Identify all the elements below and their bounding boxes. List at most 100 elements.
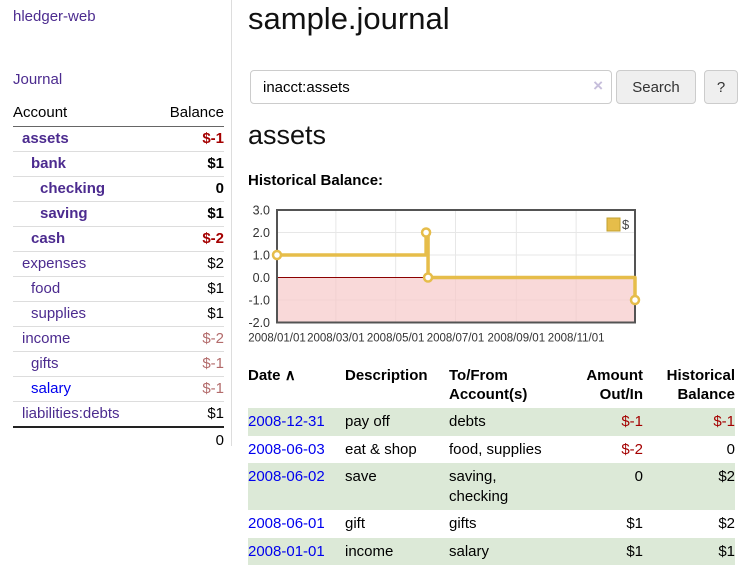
- transaction-accounts: food, supplies: [449, 436, 560, 464]
- account-balance: $-1: [153, 127, 224, 152]
- account-balance: $-1: [153, 377, 224, 402]
- search-input[interactable]: [250, 70, 612, 104]
- accounts-table-header-row: Account Balance: [13, 101, 224, 127]
- account-row-saving: saving $1: [13, 202, 224, 227]
- transaction-date-link[interactable]: 2008-06-02: [248, 468, 325, 485]
- account-balance: $1: [153, 152, 224, 177]
- transaction-description: gift: [345, 510, 449, 538]
- account-link-bank[interactable]: bank: [31, 155, 66, 172]
- account-link-checking[interactable]: checking: [40, 180, 105, 197]
- account-row-salary: salary $-1: [13, 377, 224, 402]
- transaction-amount: $1: [560, 510, 643, 538]
- transaction-description: eat & shop: [345, 436, 449, 464]
- sidebar: hledger-web Journal Account Balance asse…: [0, 0, 232, 446]
- account-balance: $1: [153, 302, 224, 327]
- transaction-balance: $2: [643, 463, 735, 510]
- date-header-label: Date: [248, 367, 281, 384]
- transaction-accounts: gifts: [449, 510, 560, 538]
- transaction-date-link[interactable]: 2008-06-01: [248, 515, 325, 532]
- date-column-header[interactable]: Date ∧: [248, 362, 345, 408]
- account-balance: 0: [153, 177, 224, 202]
- amount-column-header: Amount Out/In: [560, 362, 643, 408]
- balance-header: Balance: [153, 101, 224, 127]
- account-link-food[interactable]: food: [31, 280, 60, 297]
- search-button[interactable]: Search: [616, 70, 696, 104]
- svg-text:3.0: 3.0: [253, 204, 270, 218]
- transaction-date-link[interactable]: 2008-12-31: [248, 413, 325, 430]
- transaction-date-link[interactable]: 2008-01-01: [248, 543, 325, 560]
- account-link-assets[interactable]: assets: [22, 130, 69, 147]
- accounts-total: 0: [153, 427, 224, 454]
- description-column-header: Description: [345, 362, 449, 408]
- accounts-total-row: 0: [13, 427, 224, 454]
- svg-text:$: $: [622, 217, 630, 232]
- account-row-gifts: gifts $-1: [13, 352, 224, 377]
- accounts-column-header: To/From Account(s): [449, 362, 560, 408]
- account-balance: $1: [153, 277, 224, 302]
- svg-text:2008/05/01: 2008/05/01: [367, 333, 425, 345]
- svg-text:2.0: 2.0: [253, 226, 270, 240]
- register-row: 2008-06-02 save saving, checking 0 $2: [248, 463, 735, 510]
- svg-text:2008/09/01: 2008/09/01: [488, 333, 546, 345]
- svg-text:0.0: 0.0: [253, 271, 270, 285]
- svg-text:2008/01/01: 2008/01/01: [248, 333, 306, 345]
- transaction-description: save: [345, 463, 449, 510]
- transaction-date-link[interactable]: 2008-06-03: [248, 441, 325, 458]
- svg-text:-1.0: -1.0: [248, 294, 270, 308]
- search-box: ×: [250, 70, 612, 104]
- account-balance: $1: [153, 402, 224, 428]
- historical-balance-chart: $3.0 2.0 1.0 0.0 -1.0 -2.0 2008/01/012008/03/0…: [248, 203, 742, 355]
- register-header-row: Date ∧ Description To/From Account(s) Am…: [248, 362, 735, 408]
- account-row-bank: bank $1: [13, 152, 224, 177]
- register-row: 2008-01-01 income salary $1 $1: [248, 538, 735, 566]
- account-row-checking: checking 0: [13, 177, 224, 202]
- account-link-expenses[interactable]: expenses: [22, 255, 86, 272]
- account-row-income: income $-2: [13, 327, 224, 352]
- sidebar-item-journal[interactable]: Journal: [13, 71, 62, 88]
- transaction-balance: 0: [643, 436, 735, 464]
- account-link-cash[interactable]: cash: [31, 230, 65, 247]
- transaction-balance: $-1: [643, 408, 735, 436]
- account-balance: $-2: [153, 327, 224, 352]
- transaction-balance: $2: [643, 510, 735, 538]
- help-button[interactable]: ?: [704, 70, 738, 104]
- account-row-food: food $1: [13, 277, 224, 302]
- register-table: Date ∧ Description To/From Account(s) Am…: [248, 362, 735, 565]
- svg-text:2008/11/01: 2008/11/01: [548, 333, 605, 345]
- account-balance: $-2: [153, 227, 224, 252]
- svg-text:2008/03/01: 2008/03/01: [307, 333, 365, 345]
- transaction-accounts: salary: [449, 538, 560, 566]
- balance-column-header: Historical Balance: [643, 362, 735, 408]
- account-row-expenses: expenses $2: [13, 252, 224, 277]
- transaction-balance: $1: [643, 538, 735, 566]
- search-form: × Search ?: [248, 70, 742, 104]
- clear-search-icon[interactable]: ×: [593, 76, 603, 96]
- transaction-amount: 0: [560, 463, 643, 510]
- transaction-amount: $-2: [560, 436, 643, 464]
- account-row-assets: assets $-1: [13, 127, 224, 152]
- app-title-link[interactable]: hledger-web: [13, 8, 96, 25]
- register-row: 2008-06-03 eat & shop food, supplies $-2…: [248, 436, 735, 464]
- svg-text:2008/07/01: 2008/07/01: [427, 333, 485, 345]
- chart-title: Historical Balance:: [248, 172, 383, 189]
- account-row-liabilities-debts: liabilities:debts $1: [13, 402, 224, 428]
- account-row-supplies: supplies $1: [13, 302, 224, 327]
- account-link-liabilities-debts[interactable]: liabilities:debts: [22, 405, 120, 422]
- account-link-salary[interactable]: salary: [31, 380, 71, 397]
- sort-ascending-icon: ∧: [285, 367, 296, 384]
- svg-text:-2.0: -2.0: [248, 316, 270, 330]
- accounts-header: Account: [13, 101, 153, 127]
- account-row-cash: cash $-2: [13, 227, 224, 252]
- account-link-saving[interactable]: saving: [40, 205, 88, 222]
- main-content: sample.journal × Search ? assets Histori…: [248, 0, 742, 582]
- account-link-supplies[interactable]: supplies: [31, 305, 86, 322]
- account-balance: $1: [153, 202, 224, 227]
- transaction-amount: $1: [560, 538, 643, 566]
- transaction-description: pay off: [345, 408, 449, 436]
- account-link-gifts[interactable]: gifts: [31, 355, 59, 372]
- transaction-description: income: [345, 538, 449, 566]
- svg-text:1.0: 1.0: [253, 249, 270, 263]
- register-row: 2008-12-31 pay off debts $-1 $-1: [248, 408, 735, 436]
- transaction-accounts: saving, checking: [449, 463, 560, 510]
- account-link-income[interactable]: income: [22, 330, 70, 347]
